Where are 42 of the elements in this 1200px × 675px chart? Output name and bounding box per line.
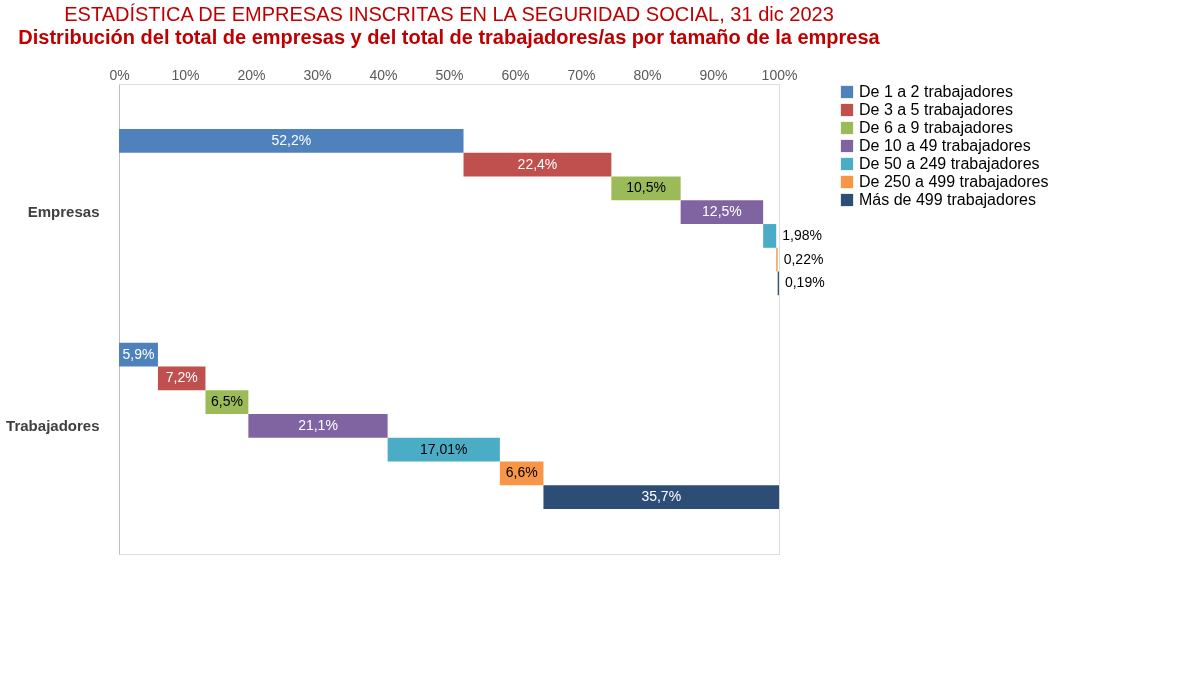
x-tick-label: 80% xyxy=(633,66,662,83)
legend-label: Más de 499 trabajadores xyxy=(859,191,1036,208)
x-tick-label: 30% xyxy=(303,66,332,83)
x-tick-label: 20% xyxy=(237,66,266,83)
data-label: 52,2% xyxy=(271,131,312,148)
bar xyxy=(248,413,388,438)
data-label: 6,5% xyxy=(210,393,243,410)
data-label: 12,5% xyxy=(702,203,742,220)
x-tick-label: 40% xyxy=(369,66,398,83)
data-label: 22,4% xyxy=(517,155,558,172)
bar xyxy=(119,129,464,153)
legend-label: De 1 a 2 trabajadores xyxy=(859,83,1013,100)
bar xyxy=(763,224,777,248)
x-tick-label: 10% xyxy=(171,66,200,83)
x-tick-label: 0% xyxy=(109,66,130,83)
legend-label: De 3 a 5 trabajadores xyxy=(859,101,1013,118)
data-label: 17,01% xyxy=(420,440,468,457)
data-label: 6,6% xyxy=(505,464,538,481)
data-label: 0,22% xyxy=(783,250,824,267)
data-label: 21,1% xyxy=(298,416,338,433)
chart-subtitle: Distribución del total de empresas y del total de trabajadores/as por tamaño de la empresa xyxy=(18,26,881,48)
x-tick-label: 50% xyxy=(435,66,464,83)
data-label: 7,2% xyxy=(165,369,198,386)
data-label: 1,98% xyxy=(782,226,822,243)
x-tick-label: 90% xyxy=(699,66,728,83)
data-label: 35,7% xyxy=(641,488,682,505)
legend-label: De 50 a 249 trabajadores xyxy=(859,155,1040,172)
legend-label: De 6 a 9 trabajadores xyxy=(859,119,1013,136)
legend-label: De 250 a 499 trabajadores xyxy=(859,173,1049,190)
bar xyxy=(463,152,612,177)
x-tick-label: 70% xyxy=(567,66,596,83)
bar xyxy=(543,485,780,509)
x-tick-label: 60% xyxy=(501,66,530,83)
data-label: 0,19% xyxy=(784,274,825,291)
bar xyxy=(680,200,764,225)
y-tick-label: Empresas xyxy=(27,203,100,221)
data-label: 5,9% xyxy=(122,345,155,362)
y-tick-label: Trabajadores xyxy=(6,416,100,434)
data-label: 10,5% xyxy=(626,179,666,196)
x-tick-label: 100% xyxy=(761,66,798,83)
chart-title: ESTADÍSTICA DE EMPRESAS INSCRITAS EN LA SEGURIDAD SOCIAL, 31 dic 2023 xyxy=(64,3,834,25)
legend-label: De 10 a 49 trabajadores xyxy=(859,137,1031,154)
